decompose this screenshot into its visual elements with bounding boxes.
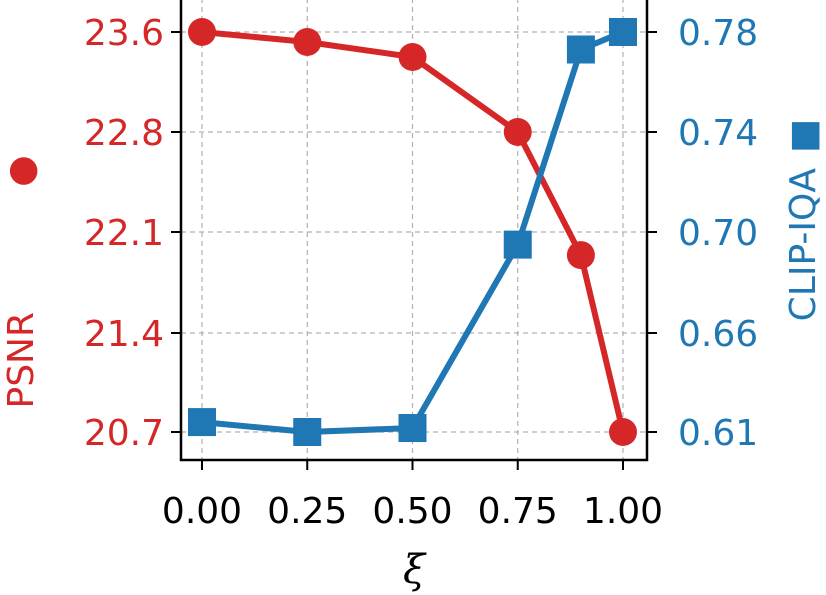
right-axis-marker-icon: ■ xyxy=(783,119,824,153)
left-tick-label-2: 22.1 xyxy=(84,213,164,254)
psnr-point-4 xyxy=(566,241,595,270)
psnr-point-5 xyxy=(609,418,637,446)
left-axis-title-text: PSNR xyxy=(1,312,42,409)
plot-frame xyxy=(179,0,649,462)
right-tick-label-4: 0.61 xyxy=(678,413,758,454)
left-axis-marker-icon: ● xyxy=(1,155,42,186)
clip-iqa-point-2 xyxy=(398,414,427,443)
right-axis-title: CLIP-IQA ■ xyxy=(783,119,824,321)
x-tick-label-1: 0.25 xyxy=(267,491,347,532)
psnr-point-0 xyxy=(188,18,216,46)
clip-iqa-point-1 xyxy=(293,418,322,446)
psnr-point-3 xyxy=(503,118,532,146)
x-tick-label-2: 0.50 xyxy=(372,491,452,532)
clip-iqa-point-4 xyxy=(566,35,595,64)
left-axis-title: PSNR ● xyxy=(1,155,42,408)
x-tick-label-4: 1.00 xyxy=(583,491,663,532)
tick-layer: 0.00 0.25 0.50 0.75 1.00 23.6 22.8 22.1 21.4 20.7… xyxy=(84,13,758,532)
right-axis-title-text: CLIP-IQA xyxy=(783,168,824,322)
x-axis-title: ξ xyxy=(403,547,427,593)
clip-iqa-point-3 xyxy=(503,230,532,259)
psnr-point-2 xyxy=(398,43,427,71)
right-tick-label-3: 0.66 xyxy=(678,314,758,355)
left-tick-label-0: 23.6 xyxy=(84,13,164,54)
series-layer xyxy=(188,18,637,446)
left-tick-label-1: 22.8 xyxy=(84,113,164,154)
clip-iqa-point-5 xyxy=(609,18,637,46)
x-tick-label-3: 0.75 xyxy=(478,491,558,532)
left-tick-label-3: 21.4 xyxy=(84,314,164,355)
x-tick-label-0: 0.00 xyxy=(162,491,242,532)
psnr-series-line xyxy=(199,29,626,435)
left-tick-label-4: 20.7 xyxy=(84,413,164,454)
right-tick-label-2: 0.70 xyxy=(678,213,758,254)
psnr-point-1 xyxy=(293,28,322,56)
right-tick-label-1: 0.74 xyxy=(678,113,758,154)
right-tick-label-0: 0.78 xyxy=(678,13,758,54)
clip-iqa-point-0 xyxy=(188,408,216,437)
